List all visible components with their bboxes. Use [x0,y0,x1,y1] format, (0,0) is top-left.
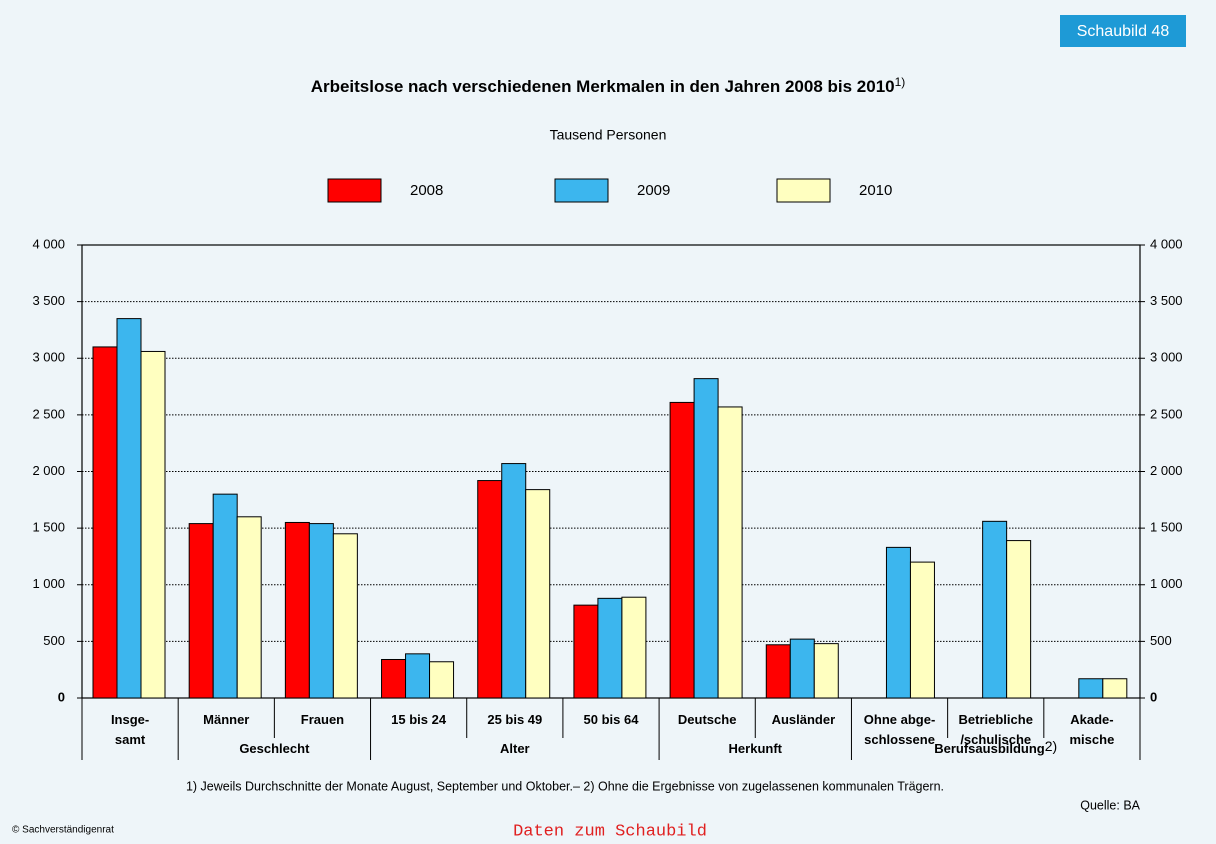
y-tick-label-right: 2 500 [1150,406,1183,421]
bar [573,604,599,699]
bar [381,658,407,699]
y-tick-label: 0 [58,689,65,704]
bar [525,489,551,699]
bar [717,406,743,699]
group-label: Geschlecht [239,741,310,756]
source: Quelle: BA [1080,798,1140,812]
bar [236,516,262,699]
bar [212,493,238,699]
legend-label: 2009 [637,182,670,199]
bar [885,546,911,699]
bar [92,346,118,699]
bar [789,638,815,699]
legend-label: 2008 [410,182,443,199]
y-tick-label: 500 [43,633,65,648]
chart-title: Arbeitslose nach verschiedenen Merkmalen… [311,75,906,96]
bar [1006,540,1032,699]
x-tick-label: Frauen [301,712,344,727]
x-tick-label: Ausländer [772,712,836,727]
group-label: Alter [500,741,530,756]
y-tick-label-right: 3 000 [1150,350,1183,365]
group-name: Geschlecht [239,741,310,756]
y-tick-label: 1 000 [32,576,65,591]
badge-box [1060,15,1186,47]
y-tick-label-right: 4 000 [1150,236,1183,251]
legend-swatch [327,178,382,203]
bar [284,521,310,699]
x-tick-label: 15 bis 24 [391,712,447,727]
bar [1078,678,1104,699]
y-tick-label-right: 500 [1150,633,1172,648]
bar [669,401,695,699]
bar [982,520,1008,699]
bar [429,661,455,699]
group-label: Herkunft [729,741,783,756]
title-note: 1) [895,75,906,89]
group-note: 2) [1045,738,1057,754]
legend-label: 2010 [859,182,892,199]
bar [116,318,142,699]
y-tick-label: 3 000 [32,350,65,365]
bar [621,596,647,699]
footnote: 1) Jeweils Durchschnitte der Monate Augu… [186,779,944,793]
bar [477,480,503,699]
subtitle: Tausend Personen [550,127,667,143]
y-tick-label-right: 1 000 [1150,576,1183,591]
y-tick-label: 3 500 [32,293,65,308]
badge: Schaubild 48 [1077,23,1170,40]
y-tick-label-right: 2 000 [1150,463,1183,478]
x-tick-label: Männer [203,712,249,727]
bar [140,350,166,699]
legend-swatch [554,178,609,203]
group-name: Herkunft [729,741,783,756]
legend-swatch [776,178,831,203]
y-tick-label: 2 000 [32,463,65,478]
x-tick-label: Deutsche [678,712,737,727]
bar [597,597,623,699]
y-tick-label: 1 500 [32,520,65,535]
copyright: © Sachverständigenrat [12,825,114,836]
bar [405,653,431,699]
y-tick-label-right: 3 500 [1150,293,1183,308]
group-label: Berufsausbildung2) [934,738,1057,757]
bar [188,523,214,699]
data-link[interactable]: Daten zum Schaubild [513,822,707,841]
x-tick-label: 50 bis 64 [584,712,640,727]
y-tick-label-right: 0 [1150,689,1157,704]
x-tick-label: Betriebliche/schulische [959,712,1033,747]
bar [909,561,935,699]
bar [332,533,358,699]
bar [1102,678,1128,699]
group-name: Berufsausbildung [934,741,1045,756]
bar [813,643,839,699]
y-tick-label: 4 000 [32,236,65,251]
x-tick-label: 25 bis 49 [487,712,542,727]
y-tick-label: 2 500 [32,406,65,421]
x-tick-label: Insge-samt [111,712,149,747]
x-tick-label: Akade-mische [1070,712,1115,747]
title-text: Arbeitslose nach verschiedenen Merkmalen… [311,77,895,96]
bar [765,644,791,699]
group-name: Alter [500,741,530,756]
bar [501,463,527,699]
y-tick-label-right: 1 500 [1150,520,1183,535]
x-tick-label: Ohne abge-schlossene [864,712,936,747]
bar [308,523,334,699]
bar [693,378,719,699]
